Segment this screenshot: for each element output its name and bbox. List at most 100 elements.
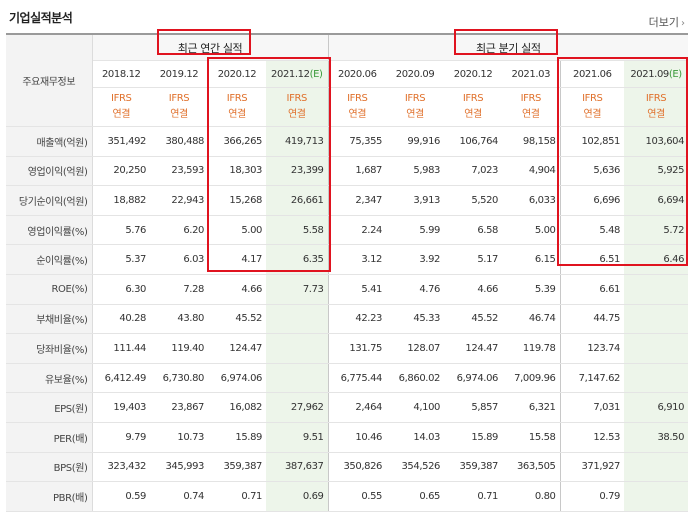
value-cell: 2.24 <box>327 214 387 246</box>
value-cell: 6,974.06 <box>444 363 503 394</box>
value-cell: 45.52 <box>208 304 266 335</box>
value-cell: 18,303 <box>208 156 266 187</box>
period-label: 2021.06 <box>572 68 612 80</box>
consolidated-label: 연결 <box>647 109 665 120</box>
value-cell: 7,031 <box>559 392 625 423</box>
value-cell: 99,916 <box>386 126 445 157</box>
row-label: 유보율(%) <box>6 363 93 394</box>
period-label: 2021.03 <box>511 68 551 80</box>
value-cell <box>624 363 689 394</box>
ifrs-cell: IFRS 연결 <box>208 87 266 127</box>
value-cell: 5,857 <box>444 392 503 423</box>
period-label: 2020.12 <box>217 68 257 80</box>
value-cell: 131.75 <box>327 333 387 364</box>
section-title: 기업실적분석 <box>9 11 73 25</box>
value-cell: 15,268 <box>208 185 266 216</box>
value-cell: 366,265 <box>208 126 266 157</box>
annual-group-label: 최근 연간 실적 <box>177 41 243 55</box>
consolidated-label: 연결 <box>406 109 424 120</box>
table-row: EPS(원) 19,403 23,867 16,082 27,962 2,464 4,100… <box>6 392 689 423</box>
value-cell: 128.07 <box>386 333 445 364</box>
value-cell: 5,925 <box>624 156 689 187</box>
value-cell: 4,100 <box>386 392 445 423</box>
period-label: 2019.12 <box>159 68 199 80</box>
value-cell: 350,826 <box>327 452 387 483</box>
value-cell: 40.28 <box>92 304 150 335</box>
value-cell: 124.47 <box>444 333 503 364</box>
value-cell: 119.40 <box>150 333 208 364</box>
ifrs-cell: IFRS 연결 <box>444 87 503 127</box>
ifrs-cell: IFRS 연결 <box>624 87 689 127</box>
ifrs-label: IFRS <box>645 93 667 104</box>
value-cell: 2,347 <box>327 185 387 216</box>
value-cell: 6,775.44 <box>327 363 387 394</box>
more-link[interactable]: 더보기 › <box>649 14 685 30</box>
value-cell: 19,403 <box>92 392 150 423</box>
period-label: 2020.09 <box>395 68 435 80</box>
table-row: PBR(배) 0.59 0.74 0.71 0.69 0.55 0.65 0.71 0.80 0.… <box>6 481 689 512</box>
value-cell: 2,464 <box>327 392 387 423</box>
ifrs-cell: IFRS 연결 <box>327 87 387 127</box>
ifrs-label: IFRS <box>226 93 248 104</box>
value-cell <box>624 273 689 305</box>
table-row: 당기순이익(억원) 18,882 22,943 15,268 26,661 2,347 3,… <box>6 185 689 216</box>
value-cell <box>624 452 689 483</box>
period-header: 2020.12 <box>208 60 266 88</box>
value-cell: 359,387 <box>208 452 266 483</box>
value-cell: 46.74 <box>502 304 561 335</box>
table-row: 유보율(%) 6,412.49 6,730.80 6,974.06 6,775.44 6,… <box>6 363 689 394</box>
value-cell: 12.53 <box>559 422 625 453</box>
table-row: ROE(%) 6.30 7.28 4.66 7.73 5.41 4.76 4.66 5.39 6.… <box>6 273 689 305</box>
value-cell: 0.71 <box>444 481 503 512</box>
consolidated-label: 연결 <box>583 109 602 120</box>
value-cell: 10.73 <box>150 422 208 453</box>
value-cell <box>266 304 329 335</box>
value-cell: 387,637 <box>266 452 329 483</box>
value-cell: 0.80 <box>502 481 561 512</box>
value-cell: 18,882 <box>92 185 150 216</box>
value-cell: 7.28 <box>150 273 208 305</box>
value-cell: 0.59 <box>92 481 150 512</box>
value-cell: 7,023 <box>444 156 503 187</box>
value-cell: 103,604 <box>624 126 689 157</box>
value-cell: 6,696 <box>559 185 625 216</box>
value-cell: 5.17 <box>444 244 503 275</box>
period-label: 2020.06 <box>337 68 377 80</box>
value-cell: 5.41 <box>327 273 387 305</box>
value-cell: 6,910 <box>624 392 689 423</box>
value-cell: 4.66 <box>444 273 503 305</box>
value-cell: 419,713 <box>266 126 329 157</box>
value-cell: 380,488 <box>150 126 208 157</box>
value-cell: 6.20 <box>150 214 208 246</box>
value-cell <box>266 363 329 394</box>
ifrs-cell: IFRS 연결 <box>386 87 445 127</box>
ifrs-label: IFRS <box>520 93 542 104</box>
value-cell: 7.73 <box>266 273 329 305</box>
ifrs-label: IFRS <box>111 93 132 104</box>
value-cell: 0.55 <box>327 481 387 512</box>
value-cell: 119.78 <box>502 333 561 364</box>
value-cell: 111.44 <box>92 333 150 364</box>
value-cell: 75,355 <box>327 126 387 157</box>
value-cell: 5,520 <box>444 185 503 216</box>
value-cell: 5.58 <box>266 214 329 246</box>
value-cell: 5.99 <box>386 214 445 246</box>
consolidated-label: 연결 <box>228 109 246 120</box>
table-row: PER(배) 9.79 10.73 15.89 9.51 10.46 14.03 15.89 1… <box>6 422 689 453</box>
table-row: 영업이익(억원) 20,250 23,593 18,303 23,399 1,687 5,9… <box>6 156 689 187</box>
value-cell: 123.74 <box>559 333 625 364</box>
period-label: 2018.12 <box>101 68 141 80</box>
value-cell: 23,399 <box>266 156 329 187</box>
value-cell: 6,033 <box>502 185 561 216</box>
financial-table: 주요재무정보 최근 연간 실적 최근 분기 실적 2018.12 2019.12 2… <box>6 33 689 512</box>
value-cell: 371,927 <box>559 452 625 483</box>
value-cell: 3.92 <box>386 244 445 275</box>
period-label: 2021.12 <box>271 68 310 80</box>
period-header: 2020.06 <box>327 60 387 88</box>
value-cell: 3,913 <box>386 185 445 216</box>
row-label: 부채비율(%) <box>6 304 93 335</box>
period-label: 2021.09 <box>630 68 669 80</box>
ifrs-cell: IFRS 연결 <box>559 87 625 127</box>
value-cell: 15.58 <box>502 422 561 453</box>
value-cell: 6,730.80 <box>150 363 208 394</box>
